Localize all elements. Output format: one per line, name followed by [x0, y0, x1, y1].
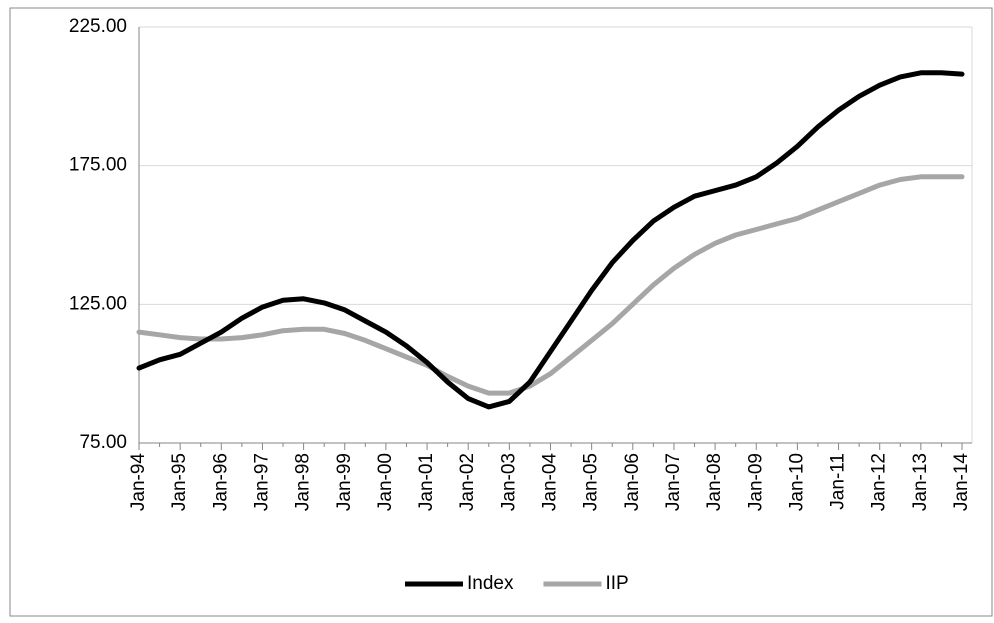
- x-tick-label: Jan-97: [251, 453, 272, 511]
- x-tick-label: Jan-06: [622, 453, 643, 511]
- y-tick-label: 75.00: [79, 432, 127, 453]
- x-tick-label: Jan-01: [416, 453, 437, 511]
- chart-frame: [9, 7, 993, 617]
- x-tick-label: Jan-10: [786, 453, 807, 511]
- data-line: [136, 174, 965, 396]
- x-tick-label: Jan-94: [128, 453, 149, 512]
- x-tick-label: Jan-11: [828, 453, 849, 510]
- x-tick-label: Jan-13: [910, 453, 931, 511]
- x-tick-label: Jan-02: [457, 453, 478, 511]
- x-tick-label: Jan-07: [663, 453, 684, 511]
- x-tick-label: Jan-09: [745, 453, 766, 511]
- x-tick-label: Jan-04: [540, 453, 561, 512]
- y-tick-label: 225.00: [69, 16, 127, 37]
- x-tick-label: Jan-03: [498, 453, 519, 511]
- x-tick-label: Jan-08: [704, 453, 725, 511]
- y-tick-label: 125.00: [69, 293, 127, 314]
- legend-label: Index: [467, 573, 514, 594]
- data-line: [136, 70, 965, 410]
- x-tick-label: Jan-95: [169, 453, 190, 511]
- x-tick-label: Jan-96: [210, 453, 231, 511]
- x-tick-label: Jan-00: [375, 453, 396, 511]
- x-tick-label: Jan-12: [869, 453, 890, 511]
- legend-label: IIP: [605, 573, 628, 594]
- x-tick-label: Jan-99: [334, 453, 355, 511]
- x-tick-label: Jan-05: [581, 453, 602, 511]
- x-tick-label: Jan-98: [293, 453, 314, 511]
- x-tick-label: Jan-14: [951, 453, 972, 512]
- y-tick-label: 175.00: [69, 155, 127, 176]
